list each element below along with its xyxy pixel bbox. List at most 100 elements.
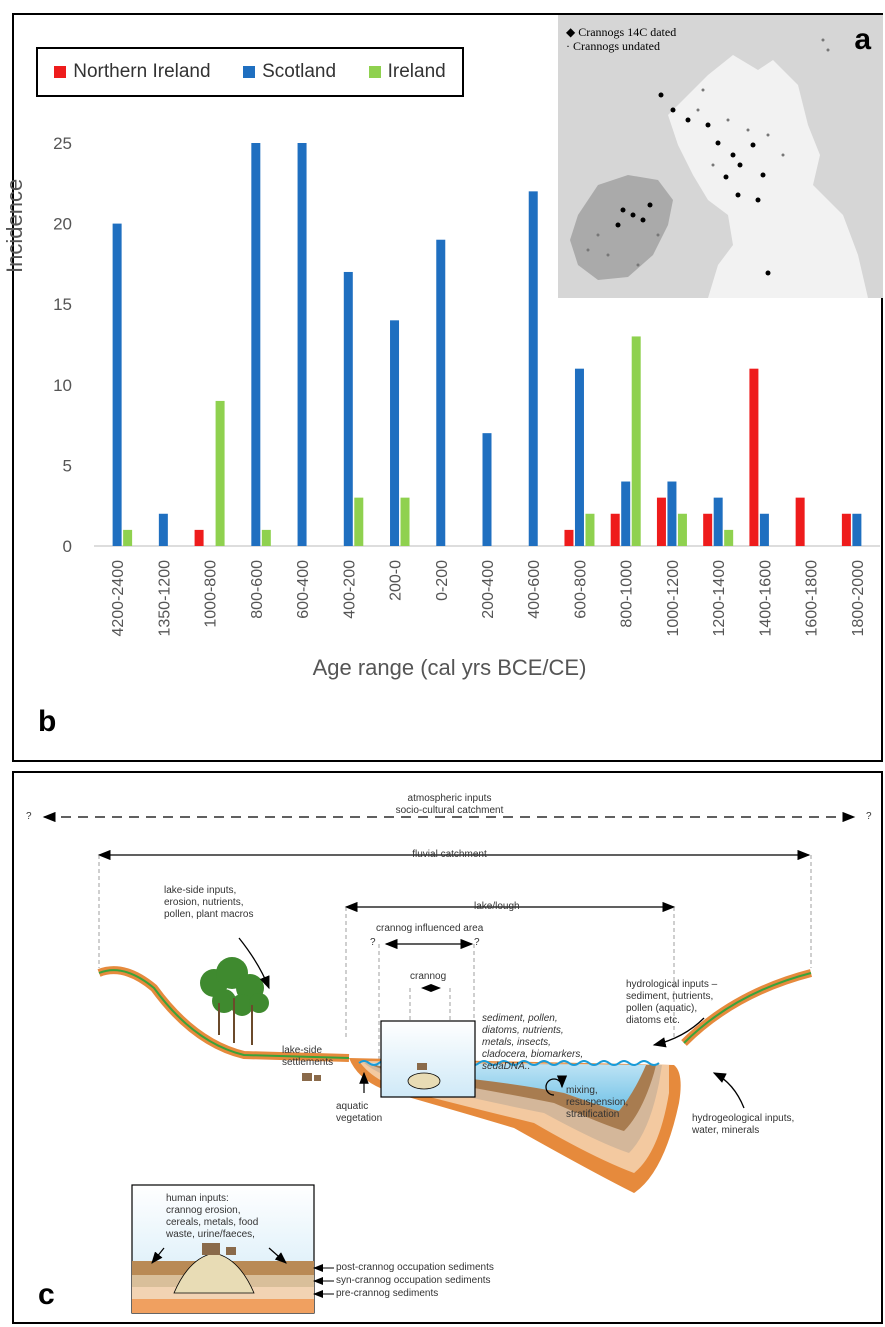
bar-northern-ireland-1000-800 <box>194 529 204 546</box>
bar-ireland-1200-1400 <box>724 529 734 546</box>
x-tick-label: 400-600 <box>526 560 543 619</box>
x-tick-label: 800-1000 <box>619 560 636 628</box>
bar-northern-ireland-600-800 <box>564 529 574 546</box>
legend-item-ireland: Ireland <box>368 61 446 83</box>
map-legend-undated: Crannogs undated <box>573 39 660 53</box>
label-pre-crannog: pre-crannog sediments <box>336 1288 439 1299</box>
chart-legend: Northern Ireland Scotland Ireland <box>36 47 464 97</box>
bar-scotland-400-600 <box>528 191 538 547</box>
y-tick-label: 10 <box>53 376 72 395</box>
label-syn-crannog: syn-crannog occupation sediments <box>336 1275 491 1286</box>
bar-ireland-800-1000 <box>631 336 641 546</box>
y-tick-label: 15 <box>53 295 72 314</box>
bar-ireland-1000-1200 <box>677 513 687 546</box>
x-tick-label: 1350-1200 <box>156 560 173 637</box>
label-human-inputs: human inputs: crannog erosion, cereals, me… <box>166 1193 259 1240</box>
bar-chart: 0 5 10 15 20 25 4200-2400 1350-1200 1000-800 800-… <box>53 134 880 637</box>
bar-scotland-600-400 <box>297 143 307 546</box>
x-tick-label: 600-800 <box>572 560 589 619</box>
bar-scotland-1800-2000 <box>852 513 862 546</box>
q-mark-right: ? <box>866 811 872 822</box>
label-mixing: mixing, resuspension, stratification <box>566 1085 629 1120</box>
map-graphic <box>558 15 883 298</box>
bar-scotland-1350-1200 <box>158 513 168 546</box>
lake-cross-section-diagram <box>42 811 856 1314</box>
bar-scotland-1000-1200 <box>667 481 677 546</box>
x-tick-label: 200-0 <box>388 560 405 601</box>
bar-scotland-200-0 <box>390 320 400 546</box>
label-aquatic-vegetation: aquatic vegetation <box>336 1101 383 1124</box>
legend-label-northern-ireland: Northern Ireland <box>73 61 211 82</box>
bar-northern-ireland-1000-1200 <box>656 497 666 546</box>
bar-ireland-400-200 <box>354 497 364 546</box>
bar-ireland-4200-2400 <box>123 529 133 546</box>
legend-swatch-ireland <box>368 66 381 78</box>
x-tick-label: 1000-1200 <box>665 560 682 637</box>
crannog-distribution-map: ◆ Crannogs 14C dated · Crannogs undated … <box>558 15 883 298</box>
label-hydrological: hydrological inputs – sediment, nutrients… <box>626 979 718 1026</box>
label-proxies: sediment, pollen, diatoms, nutrients, meta… <box>482 1013 584 1072</box>
bar-scotland-400-200 <box>343 271 353 546</box>
x-tick-label: 0-200 <box>434 560 451 601</box>
bar-scotland-200-400 <box>482 433 492 546</box>
legend-label-scotland: Scotland <box>262 61 337 82</box>
bar-northern-ireland-1400-1600 <box>749 368 759 546</box>
bar-scotland-1200-1400 <box>713 497 723 546</box>
x-tick-label: 4200-2400 <box>110 560 127 637</box>
bar-scotland-4200-2400 <box>112 223 122 546</box>
x-tick-label: 1000-800 <box>203 560 220 628</box>
y-tick-label: 20 <box>53 215 72 234</box>
legend-swatch-northern-ireland <box>54 66 67 78</box>
x-tick-label: 1200-1400 <box>711 560 728 637</box>
label-lake: lake/lough <box>474 901 520 912</box>
legend-swatch-scotland <box>243 66 256 78</box>
panel-letter-c: c <box>38 1278 55 1311</box>
panel-letter-b: b <box>38 705 57 738</box>
y-tick-label: 25 <box>53 134 72 153</box>
label-crannog: crannog <box>410 971 447 982</box>
diagram-panel-c: ? ? atmospheric inputs socio-cultural ca… <box>12 771 883 1324</box>
legend-item-northern-ireland: Northern Ireland <box>54 61 211 83</box>
panel-letter-a: a <box>854 23 871 56</box>
bar-scotland-800-600 <box>251 143 261 546</box>
bar-northern-ireland-800-1000 <box>610 513 620 546</box>
label-lakeside-inputs: lake-side inputs, erosion, nutrients, poll… <box>164 885 254 920</box>
bar-scotland-800-1000 <box>621 481 631 546</box>
y-axis-label: Incidence <box>2 178 27 273</box>
x-tick-label: 200-400 <box>480 560 497 619</box>
x-tick-label: 1800-2000 <box>850 560 867 637</box>
map-legend-dated: Crannogs 14C dated <box>578 25 677 39</box>
label-atmospheric: atmospheric inputs <box>407 793 492 804</box>
label-settlements: lake-side settlements <box>282 1045 334 1068</box>
y-tick-label: 5 <box>63 456 72 475</box>
q-mark-influenced-right: ? <box>474 937 480 948</box>
bar-northern-ireland-1200-1400 <box>703 513 713 546</box>
legend-item-scotland: Scotland <box>243 61 336 83</box>
map-legend: ◆ Crannogs 14C dated · Crannogs undated <box>566 25 677 53</box>
bar-scotland-1400-1600 <box>759 513 769 546</box>
chart-panel-b: 0 5 10 15 20 25 4200-2400 1350-1200 1000-800 800-… <box>2 13 883 762</box>
label-influenced: crannog influenced area <box>376 923 484 934</box>
label-hydrogeological: hydrogeological inputs, water, minerals <box>692 1113 795 1136</box>
x-tick-label: 1400-1600 <box>757 560 774 637</box>
bar-ireland-600-800 <box>585 513 595 546</box>
bar-scotland-600-800 <box>574 368 584 546</box>
x-tick-label: 600-400 <box>295 560 312 619</box>
legend-label-ireland: Ireland <box>387 61 446 82</box>
q-mark-influenced-left: ? <box>370 937 376 948</box>
x-tick-label: 400-200 <box>341 560 358 619</box>
bar-ireland-1000-800 <box>215 400 225 546</box>
bar-scotland-0-200 <box>436 239 446 546</box>
q-mark-left: ? <box>26 811 32 822</box>
x-axis-label: Age range (cal yrs BCE/CE) <box>312 655 587 680</box>
y-tick-label: 0 <box>63 537 72 556</box>
bar-ireland-200-0 <box>400 497 410 546</box>
label-post-crannog: post-crannog occupation sediments <box>336 1262 494 1273</box>
bar-northern-ireland-1800-2000 <box>841 513 851 546</box>
label-fluvial: fluvial catchment <box>412 849 487 860</box>
x-tick-label: 1600-1800 <box>804 560 821 637</box>
x-tick-label: 800-600 <box>249 560 266 619</box>
label-socio: socio-cultural catchment <box>395 805 504 816</box>
bar-northern-ireland-1600-1800 <box>795 497 805 546</box>
bar-ireland-800-600 <box>261 529 271 546</box>
